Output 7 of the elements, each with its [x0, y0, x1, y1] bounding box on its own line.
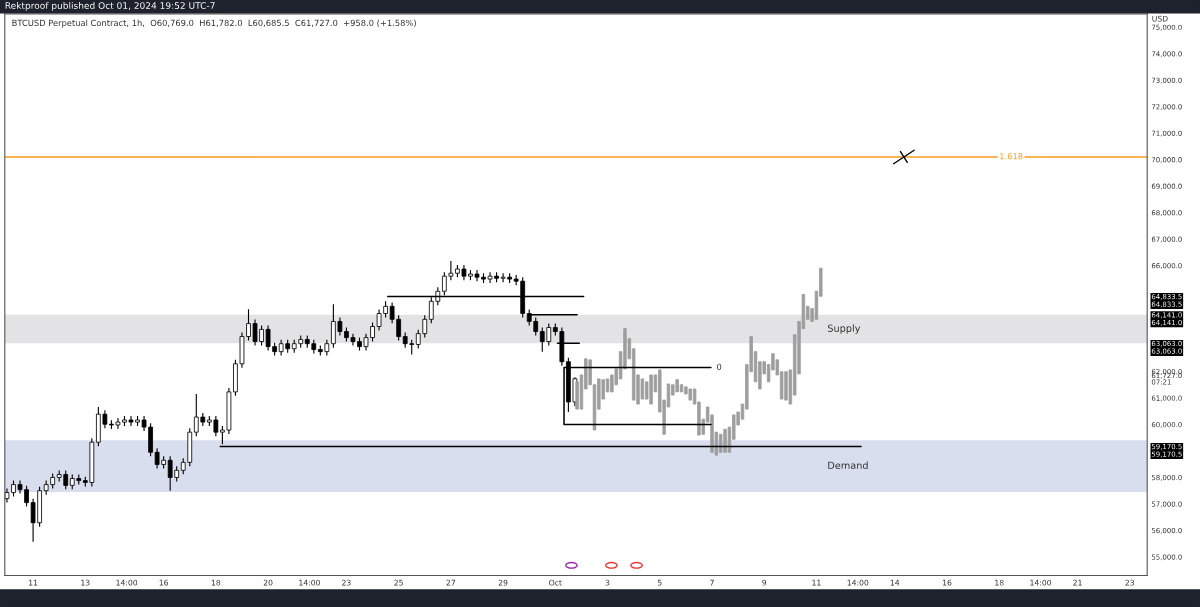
band-label: Supply	[827, 324, 861, 334]
chart-title: Rektproof published Oct 01, 2024 19:52 UTC-7	[5, 2, 215, 11]
annotation: 1.618	[1000, 153, 1023, 160]
band-label: Demand	[828, 461, 868, 470]
annotation: 0	[717, 363, 722, 370]
text: BTCUSD Perpetual Contract, 1h, O60,769.0 H61,782.0 L60,685.5 C61,727.0 +958.0 (+1.58%)	[12, 19, 416, 28]
candlestick	[718, 433, 723, 453]
